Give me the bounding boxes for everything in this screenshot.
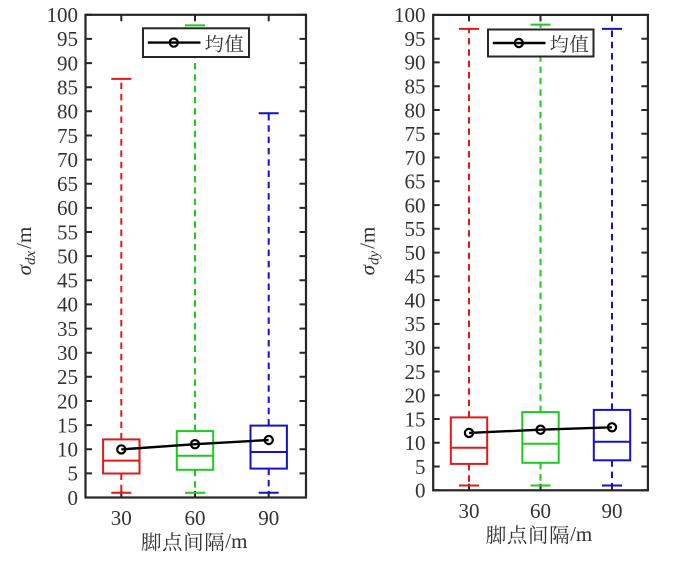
svg-text:15: 15	[57, 413, 78, 437]
svg-text:5: 5	[68, 462, 79, 486]
svg-text:100: 100	[394, 3, 426, 27]
svg-text:85: 85	[57, 76, 78, 100]
svg-text:60: 60	[57, 196, 78, 220]
svg-text:50: 50	[57, 244, 78, 268]
svg-text:30: 30	[111, 506, 132, 530]
svg-text:25: 25	[57, 365, 78, 389]
svg-text:5: 5	[415, 455, 426, 479]
svg-text:40: 40	[405, 288, 426, 312]
svg-text:100: 100	[47, 3, 79, 27]
svg-text:95: 95	[405, 27, 426, 51]
svg-text:0: 0	[68, 486, 79, 510]
svg-text:60: 60	[530, 499, 551, 523]
svg-text:40: 40	[57, 293, 78, 317]
svg-text:45: 45	[405, 265, 426, 289]
svg-text:60: 60	[405, 193, 426, 217]
svg-text:90: 90	[602, 499, 623, 523]
svg-text:15: 15	[405, 407, 426, 431]
svg-text:30: 30	[459, 499, 480, 523]
svg-text:25: 25	[405, 360, 426, 384]
svg-text:90: 90	[57, 51, 78, 75]
svg-text:σdy/m: σdy/m	[356, 227, 383, 276]
svg-text:80: 80	[405, 98, 426, 122]
svg-text:55: 55	[57, 220, 78, 244]
svg-text:20: 20	[57, 389, 78, 413]
svg-text:70: 70	[405, 146, 426, 170]
svg-text:/m: /m	[225, 529, 247, 553]
svg-text:55: 55	[405, 217, 426, 241]
svg-text:30: 30	[57, 341, 78, 365]
svg-text:/m: /m	[570, 522, 592, 546]
svg-text:80: 80	[57, 100, 78, 124]
svg-text:75: 75	[405, 122, 426, 146]
svg-text:10: 10	[405, 431, 426, 455]
svg-text:0: 0	[415, 479, 426, 503]
svg-text:10: 10	[57, 438, 78, 462]
svg-text:75: 75	[57, 124, 78, 148]
svg-text:20: 20	[405, 384, 426, 408]
svg-text:45: 45	[57, 269, 78, 293]
svg-text:90: 90	[405, 51, 426, 75]
svg-text:65: 65	[57, 172, 78, 196]
svg-text:90: 90	[258, 506, 279, 530]
svg-text:70: 70	[57, 148, 78, 172]
svg-text:50: 50	[405, 241, 426, 265]
svg-text:85: 85	[405, 75, 426, 99]
svg-text:60: 60	[185, 506, 206, 530]
svg-text:65: 65	[405, 170, 426, 194]
svg-text:σdx/m: σdx/m	[12, 227, 39, 276]
svg-text:35: 35	[405, 312, 426, 336]
svg-text:95: 95	[57, 27, 78, 51]
svg-text:30: 30	[405, 336, 426, 360]
svg-text:35: 35	[57, 317, 78, 341]
